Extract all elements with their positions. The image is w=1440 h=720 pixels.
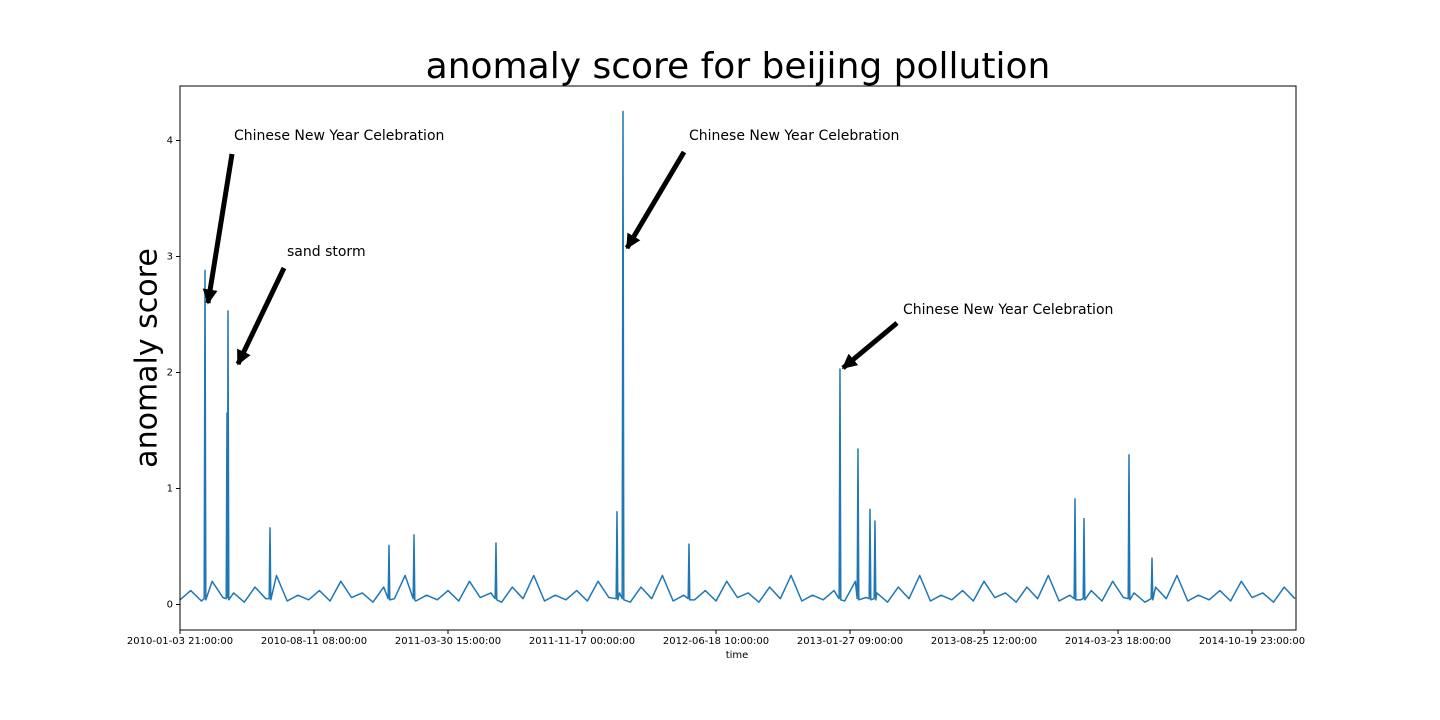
y-axis-label: anomaly score	[130, 248, 165, 468]
annotation-arrow	[841, 321, 899, 370]
x-tick-label: 2010-01-03 21:00:00	[127, 636, 233, 647]
x-axis-label: time	[726, 650, 749, 661]
x-tick-label: 2014-03-23 18:00:00	[1065, 636, 1171, 647]
x-tick-label: 2014-10-19 23:00:00	[1199, 636, 1305, 647]
chart-title: anomaly score for beijing pollution	[426, 46, 1051, 87]
annotation-text: Chinese New Year Celebration	[234, 128, 444, 144]
y-tick-label: 2	[167, 367, 173, 378]
plot-frame	[179, 85, 1297, 631]
annotation-text: sand storm	[287, 244, 366, 260]
y-tick-label: 4	[167, 136, 173, 147]
annotation-arrow	[202, 153, 235, 305]
annotation-text: Chinese New Year Celebration	[689, 128, 899, 144]
y-tick-label: 1	[167, 483, 173, 494]
data-line	[179, 110, 1296, 603]
x-tick-label: 2011-11-17 00:00:00	[529, 636, 635, 647]
x-tick-label: 2011-03-30 15:00:00	[395, 636, 501, 647]
x-tick-label: 2010-08-11 08:00:00	[261, 636, 367, 647]
y-tick-label: 0	[167, 599, 173, 610]
x-tick-label: 2013-08-25 12:00:00	[931, 636, 1037, 647]
annotation-arrow	[624, 150, 687, 250]
x-tick-label: 2013-01-27 09:00:00	[797, 636, 903, 647]
annotation-text: Chinese New Year Celebration	[903, 302, 1113, 318]
annotation-arrow	[235, 266, 287, 366]
x-tick-label: 2012-06-18 10:00:00	[663, 636, 769, 647]
y-tick-label: 3	[167, 252, 173, 263]
